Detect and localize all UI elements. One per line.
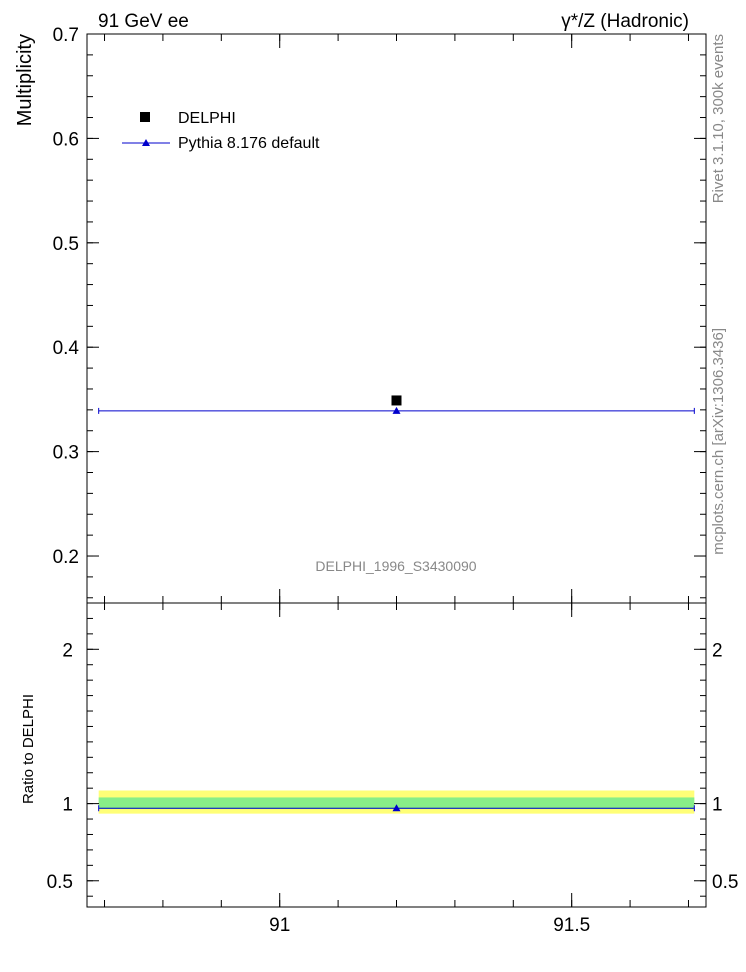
legend-pythia-marker [142, 139, 150, 146]
ratio-y-tick-label-right: 2 [712, 640, 723, 661]
ratio-y-tick-label: 0.5 [47, 872, 73, 893]
y-tick-label: 0.2 [53, 547, 79, 568]
ratio-y-tick-label-right: 1 [712, 795, 723, 816]
ratio-panel-ticks: 91 91.5 0.5 0.5 1 1 2 2 [47, 603, 738, 936]
x-tick-label: 91 [269, 915, 290, 936]
ratio-band-stat [98, 797, 695, 810]
main-panel-ticks: 0.2 0.3 0.4 0.5 0.6 0.7 [53, 25, 706, 603]
y-tick-label: 0.7 [53, 25, 79, 46]
rivet-version-label: Rivet 3.1.10, 300k events [710, 34, 727, 203]
x-tick-label: 91.5 [553, 915, 590, 936]
y-axis-label: Multiplicity [14, 34, 36, 126]
mcplots-reference-label: mcplots.cern.ch [arXiv:1306.3436] [710, 328, 727, 555]
ratio-y-tick-label-right: 0.5 [712, 872, 738, 893]
y-tick-label: 0.6 [53, 129, 79, 150]
ratio-panel-marks [98, 804, 695, 812]
delphi-point [391, 395, 402, 406]
ratio-y-axis-label: Ratio to DELPHI [20, 694, 37, 804]
pythia-ratio-point [392, 804, 401, 812]
legend-delphi-label: DELPHI [178, 110, 236, 127]
legend-delphi-marker [140, 112, 150, 122]
pythia-point [392, 406, 401, 414]
ratio-y-tick-label: 1 [62, 795, 73, 816]
main-panel-marks [98, 395, 695, 414]
y-tick-label: 0.4 [53, 338, 80, 359]
y-tick-label: 0.3 [53, 443, 79, 464]
chart-title-right: γ*/Z (Hadronic) [561, 11, 689, 32]
analysis-label: DELPHI_1996_S3430090 [315, 558, 476, 574]
ratio-plot-frame [86, 602, 707, 908]
y-tick-label: 0.5 [53, 234, 79, 255]
legend: DELPHI Pythia 8.176 default [122, 110, 320, 152]
ratio-y-tick-label: 2 [62, 640, 73, 661]
chart-title-left: 91 GeV ee [98, 11, 189, 32]
legend-pythia-label: Pythia 8.176 default [178, 135, 320, 152]
